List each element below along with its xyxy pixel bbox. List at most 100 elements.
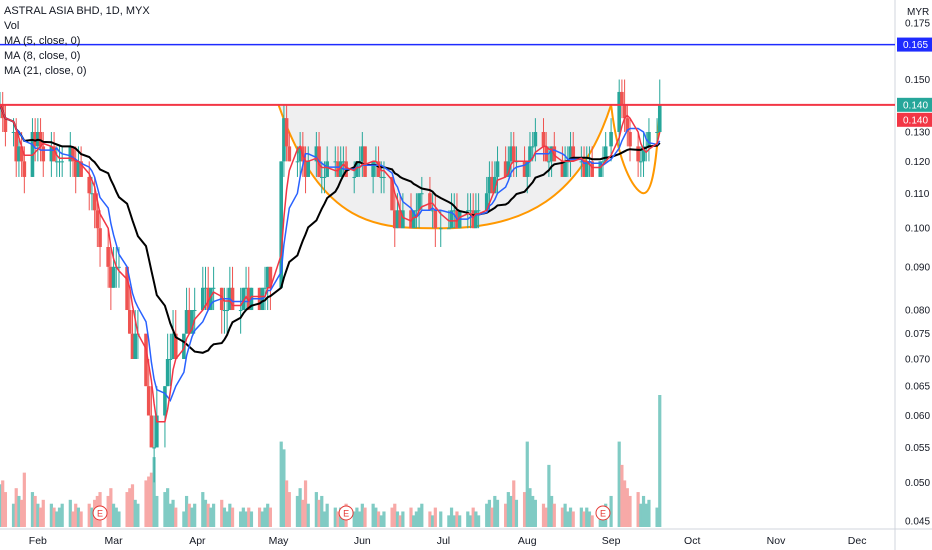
price-tag	[897, 97, 932, 112]
volume-bar	[628, 495, 632, 527]
candle-body	[303, 161, 308, 177]
volume-bar	[585, 507, 589, 527]
candle-body	[287, 146, 292, 162]
legend-ma8[interactable]: MA (8, close, 0)	[4, 50, 81, 62]
candle-body	[620, 91, 624, 105]
volume-bar	[260, 511, 264, 527]
candle-body	[192, 310, 197, 312]
volume-bar	[128, 488, 132, 527]
volume-bar	[541, 503, 546, 527]
candle-body	[225, 310, 229, 312]
volume-bar	[452, 515, 456, 527]
candle-body	[79, 161, 83, 177]
candle-body	[338, 161, 343, 177]
candle-body	[3, 118, 8, 132]
candle-body	[68, 146, 73, 162]
volume-bar	[301, 499, 305, 527]
candle-body	[563, 161, 567, 177]
legend-volume[interactable]: Vol	[4, 20, 20, 32]
price-tag	[897, 37, 932, 52]
time-tick-label: May	[269, 535, 290, 547]
volume-bar	[495, 499, 500, 527]
volume-bar	[433, 507, 437, 527]
volume-bar	[322, 511, 327, 527]
price-tick-label: 0.070	[905, 354, 930, 365]
volume-bar	[636, 492, 640, 527]
price-tag-label: 0.140	[903, 100, 928, 111]
legend-ma5[interactable]: MA (5, close, 0)	[4, 35, 81, 47]
volume-bar	[493, 495, 497, 527]
candle-body	[625, 118, 630, 132]
time-tick-label: Jul	[437, 535, 450, 547]
candle-body	[430, 210, 435, 212]
volume-bar	[268, 507, 272, 527]
candle-body	[360, 146, 365, 162]
volume-bar	[174, 507, 178, 527]
cup-and-handle-pattern	[277, 104, 661, 230]
volume-bar	[547, 464, 551, 527]
volume-bar	[249, 511, 254, 527]
candle-body	[525, 161, 530, 177]
candle-body	[319, 176, 324, 178]
volume-bar	[0, 484, 2, 527]
volume-bar	[74, 503, 78, 527]
candle-body	[298, 146, 302, 162]
volume-bar	[531, 495, 535, 527]
volume-bar	[133, 499, 137, 527]
candle-body	[379, 176, 384, 178]
volume-bar	[130, 484, 135, 527]
legend-ma21[interactable]: MA (21, close, 0)	[4, 65, 87, 77]
candle-body	[493, 176, 497, 194]
volume-bar	[317, 499, 321, 527]
price-axis[interactable]: 0.1750.1650.1500.1400.1300.1200.1100.100…	[897, 7, 932, 528]
candle-body	[165, 358, 170, 387]
candle-body	[246, 287, 251, 311]
candle-body	[173, 333, 178, 359]
volume-bar	[228, 503, 232, 527]
candle-body	[655, 131, 659, 133]
volume-bar	[320, 495, 324, 527]
candle-body	[628, 131, 632, 147]
candle-body	[33, 131, 37, 147]
candle-body	[265, 266, 270, 288]
volume-bar	[639, 503, 643, 527]
volume-bar	[241, 507, 245, 527]
candle-body	[125, 266, 129, 311]
volume-bar	[363, 507, 367, 527]
candle-body	[590, 161, 594, 177]
symbol-title[interactable]: ASTRAL ASIA BHD, 1D, MYX	[4, 5, 150, 17]
volume-bar	[295, 495, 300, 527]
price-tick-label: 0.130	[905, 127, 930, 138]
candle-body	[471, 210, 475, 229]
candle-body	[306, 161, 311, 177]
volume-bar	[590, 515, 594, 527]
time-axis[interactable]: Feb Mar Apr May Jun Jul Aug Sep Oct Nov Dec	[29, 535, 867, 547]
candle-body	[268, 266, 273, 288]
candle-body	[130, 333, 135, 359]
candle-body	[376, 161, 381, 177]
price-tick-label: 0.045	[905, 517, 930, 528]
candle-body	[87, 176, 92, 194]
volume-bar	[428, 511, 432, 527]
volume-bar	[412, 515, 416, 527]
volume-bar	[474, 511, 478, 527]
candle-body	[409, 210, 413, 229]
volume-bar	[314, 492, 318, 527]
volume-bar	[71, 511, 75, 527]
candle-body	[398, 210, 402, 229]
candle-body	[487, 176, 492, 194]
volume-bar	[582, 511, 586, 527]
volume-bar	[247, 507, 251, 527]
candle-body	[355, 161, 359, 177]
volume-bar	[166, 488, 170, 527]
volume-bar	[522, 492, 527, 527]
volume-bar	[325, 503, 329, 527]
volume-bar	[476, 515, 481, 527]
candle-body	[549, 146, 554, 162]
volume-bar	[285, 480, 289, 527]
volume-bar	[282, 449, 286, 527]
ma5-line	[0, 104, 661, 423]
